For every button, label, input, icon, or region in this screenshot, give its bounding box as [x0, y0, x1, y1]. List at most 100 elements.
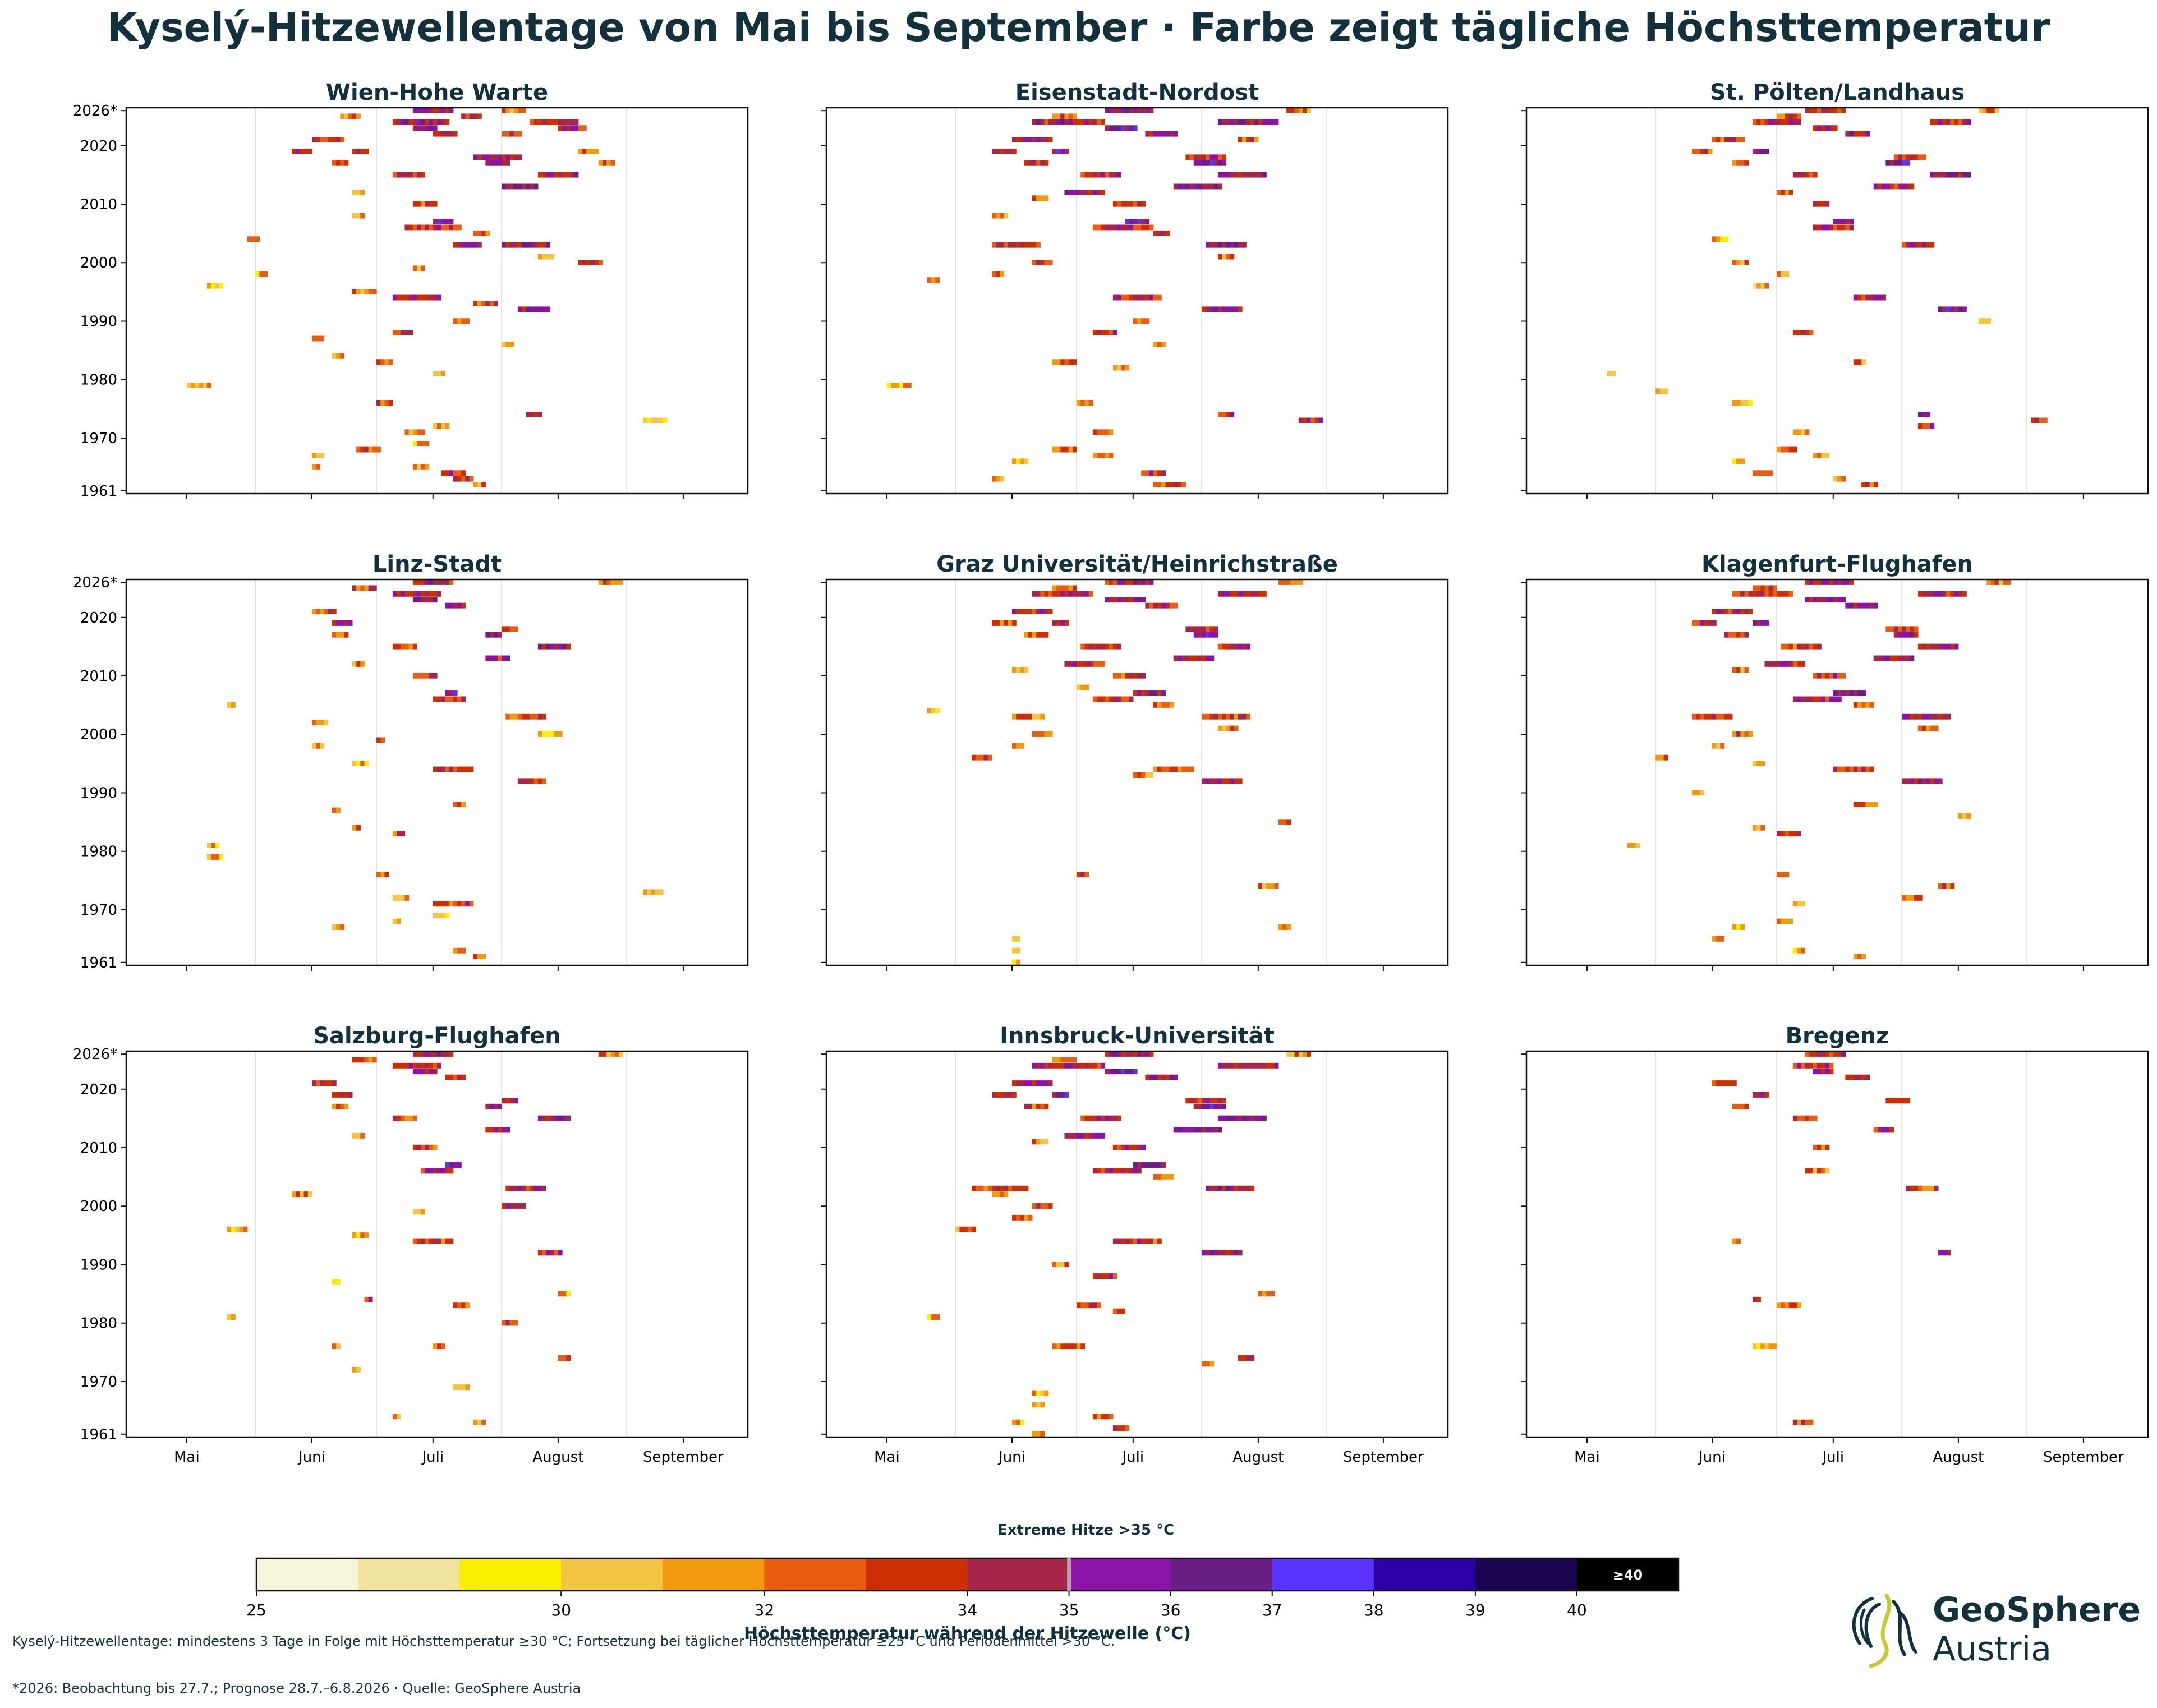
heatwave-day-cell [1153, 482, 1158, 488]
heatwave-day-cell [1112, 1069, 1117, 1075]
heatwave-day-cell [1052, 359, 1057, 365]
heatwave-day-cell [1917, 713, 1923, 720]
heatwave-day-cell [433, 131, 438, 137]
heatwave-day-cell [1230, 1250, 1235, 1256]
heatwave-day-cell [1209, 1361, 1215, 1367]
heatwave-day-cell [1813, 1144, 1818, 1150]
heatwave-day-cell [1222, 306, 1226, 312]
heatwave-day-cell [336, 137, 341, 143]
heatwave-day-cell [1016, 1419, 1020, 1425]
heatwave-day-cell [1117, 673, 1121, 679]
heatwave-day-cell [1056, 591, 1061, 597]
heatwave-day-cell [1902, 626, 1906, 632]
heatwave-day-cell [895, 382, 900, 388]
heatwave-day-cell [1254, 591, 1259, 597]
heatwave-day-cell [505, 1127, 510, 1133]
heatwave-day-cell [582, 125, 587, 131]
heatwave-day-cell [1821, 453, 1826, 458]
heatwave-day-cell [485, 230, 490, 236]
heatwave-day-cell [1177, 482, 1182, 488]
heatwave-day-cell [1101, 1062, 1106, 1069]
heatwave-day-cell [1857, 954, 1862, 960]
heatwave-day-cell [1805, 1419, 1810, 1425]
heatwave-day-cell [453, 766, 458, 772]
heatwave-day-cell [562, 1355, 567, 1361]
heatwave-day-cell [1238, 137, 1243, 143]
panel-frame [825, 1050, 1449, 1438]
heatwave-day-cell [1724, 1080, 1729, 1087]
heatwave-day-cell [530, 1185, 535, 1191]
heatwave-day-cell [1060, 359, 1065, 365]
heatwave-day-cell [1302, 108, 1307, 113]
heatwave-day-cell [1109, 643, 1114, 650]
heatwave-day-cell [425, 673, 430, 679]
y-tick-label: 1980 [80, 1315, 117, 1332]
heatwave-day-cell [1865, 602, 1870, 609]
heatwave-day-cell [1817, 1069, 1822, 1075]
heatwave-day-cell [1056, 620, 1061, 626]
heatwave-day-cell [1825, 1144, 1830, 1150]
heatwave-day-cell [425, 1168, 430, 1174]
heatwave-day-cell [1691, 790, 1696, 796]
heatwave-day-cell [1234, 1115, 1239, 1121]
heatwave-day-cell [1141, 690, 1146, 696]
heatwave-day-cell [1020, 743, 1025, 749]
heatwave-day-cell [404, 895, 410, 901]
heatwave-day-cell [1869, 294, 1874, 301]
heatwave-day-cell [380, 400, 385, 406]
y-tick-label: 2026* [73, 1046, 117, 1063]
heatwave-day-cell [1112, 579, 1117, 585]
heatwave-day-cell [983, 1185, 988, 1191]
heatwave-day-cell [1732, 400, 1737, 406]
heatwave-day-cell [433, 119, 438, 125]
heatwave-day-cell [1048, 731, 1053, 737]
heatwave-day-cell [1011, 1080, 1017, 1087]
heatwave-day-cell [1813, 1115, 1818, 1121]
heatwave-day-cell [1752, 1092, 1757, 1098]
heatwave-day-cell [1926, 242, 1931, 248]
heatwave-day-cell [513, 131, 518, 137]
heatwave-day-cell [1064, 1062, 1069, 1069]
colorbar-tick-label: 40 [1567, 1601, 1587, 1619]
heatwave-day-cell [1246, 1062, 1251, 1069]
heatwave-day-cell [1797, 831, 1801, 837]
heatwave-day-cell [1278, 579, 1283, 585]
heatwave-day-cell [311, 720, 316, 726]
heatwave-day-cell [1966, 172, 1971, 178]
heatwave-day-cell [1101, 661, 1106, 667]
heatwave-day-cell [1173, 655, 1178, 661]
heatwave-day-cell [1117, 1051, 1121, 1057]
heatwave-day-cell [1084, 684, 1089, 690]
heatwave-day-cell [215, 854, 220, 860]
heatwave-day-cell [1910, 626, 1915, 632]
heatwave-day-cell [1209, 1127, 1215, 1133]
heatwave-day-cell [1101, 1273, 1106, 1279]
heatwave-day-cell [485, 154, 490, 160]
heatwave-day-cell [1008, 620, 1013, 626]
heatwave-day-cell [1270, 119, 1275, 125]
heatwave-day-cell [1181, 766, 1186, 772]
heatwave-day-cell [1873, 294, 1878, 301]
heatwave-day-cell [1768, 1343, 1773, 1350]
x-tick-label: September [1343, 1449, 1424, 1466]
heatwave-day-cell [955, 1226, 960, 1232]
heatwave-day-cell [1161, 470, 1166, 476]
heatwave-day-cell [1704, 148, 1709, 154]
heatwave-day-cell [1125, 294, 1130, 301]
heatwave-day-cell [1861, 766, 1866, 772]
heatwave-day-cell [417, 1238, 421, 1244]
heatwave-day-cell [1101, 1132, 1106, 1139]
heatwave-day-cell [425, 224, 430, 231]
heatwave-day-cell [1246, 172, 1251, 178]
heatwave-day-cell [473, 230, 478, 236]
heatwave-day-cell [1760, 119, 1765, 125]
heatwave-day-cell [457, 470, 462, 476]
heatwave-day-cell [1161, 1162, 1166, 1168]
heatwave-day-cell [1990, 579, 1995, 585]
logo-subname: Austria [1933, 1629, 2052, 1669]
y-tick-label: 1970 [80, 902, 117, 919]
heatwave-day-cell [505, 154, 510, 160]
heatwave-day-cell [356, 113, 361, 119]
heatwave-day-cell [352, 213, 357, 219]
heatwave-day-cell [352, 1132, 357, 1139]
